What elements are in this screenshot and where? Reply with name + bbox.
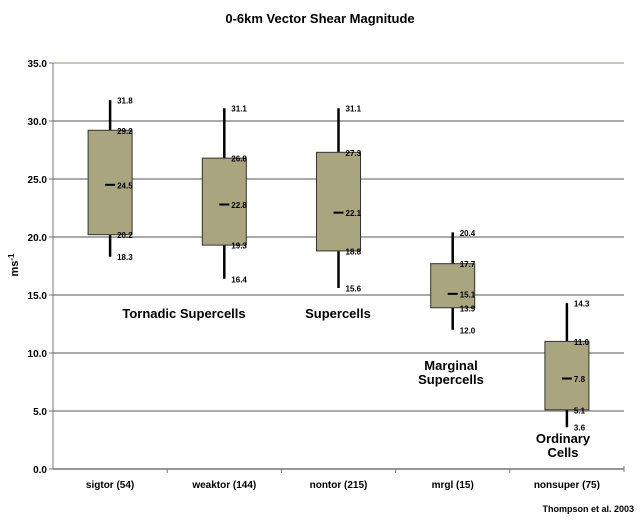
x-tick-label: nonsuper (75) [534,480,600,491]
box [201,157,247,246]
y-tick-label: 5.0 [33,407,47,418]
credit: Thompson et al. 2003 [542,504,634,514]
data-label-min: 15.6 [346,285,362,294]
data-label-q1: 5.1 [574,406,586,415]
data-label-min: 18.3 [117,253,133,262]
y-tick-label: 25.0 [28,175,48,186]
data-label-q3: 17.7 [460,260,476,269]
data-label-max: 31.1 [231,105,247,114]
box [544,340,590,411]
data-label-median: 7.8 [574,375,586,384]
data-label-max: 14.3 [574,300,590,309]
data-label-q1: 18.8 [346,247,362,256]
annotation-ordinary-line2: Cells [547,445,578,460]
annotation-marginal-line1: Marginal [424,358,477,373]
data-label-max: 31.1 [346,105,362,114]
data-label-max: 31.8 [117,97,133,106]
data-label-min: 16.4 [231,275,247,284]
y-tick-label: 35.0 [28,59,48,70]
data-label-q3: 29.2 [117,127,133,136]
data-label-max: 20.4 [460,229,476,238]
x-tick-label: weaktor (144) [191,480,256,491]
annotation-ordinary-line1: Ordinary [536,431,591,446]
annotation-supercells: Supercells [305,306,371,321]
chart-title: 0-6km Vector Shear Magnitude [225,11,414,26]
y-tick-label: 10.0 [28,349,48,360]
data-label-q1: 13.9 [460,304,476,313]
data-label-min: 3.6 [574,424,586,433]
data-label-median: 22.1 [346,209,362,218]
x-tick-label: sigtor (54) [86,480,134,491]
y-tick-label: 0.0 [33,465,47,476]
data-label-q1: 19.3 [231,242,247,251]
y-tick-label: 20.0 [28,233,48,244]
y-tick-label: 15.0 [28,291,48,302]
box [316,151,361,252]
box [87,129,133,236]
data-label-q3: 11.0 [574,338,590,347]
x-tick-label: mrgl (15) [432,480,474,491]
x-tick-label: nontor (215) [310,480,368,491]
y-axis-label: ms-1 [7,253,21,277]
annotation-marginal-line2: Supercells [418,372,484,387]
data-label-q1: 20.2 [117,231,133,240]
annotation-tornadic: Tornadic Supercells [122,306,245,321]
data-label-q3: 27.3 [346,149,362,158]
data-label-q3: 26.8 [231,155,247,164]
data-label-median: 15.1 [460,290,476,299]
data-label-median: 24.5 [117,181,133,190]
box [430,263,476,309]
data-label-min: 12.0 [460,326,476,335]
data-label-median: 22.8 [231,201,247,210]
y-tick-label: 30.0 [28,117,48,128]
